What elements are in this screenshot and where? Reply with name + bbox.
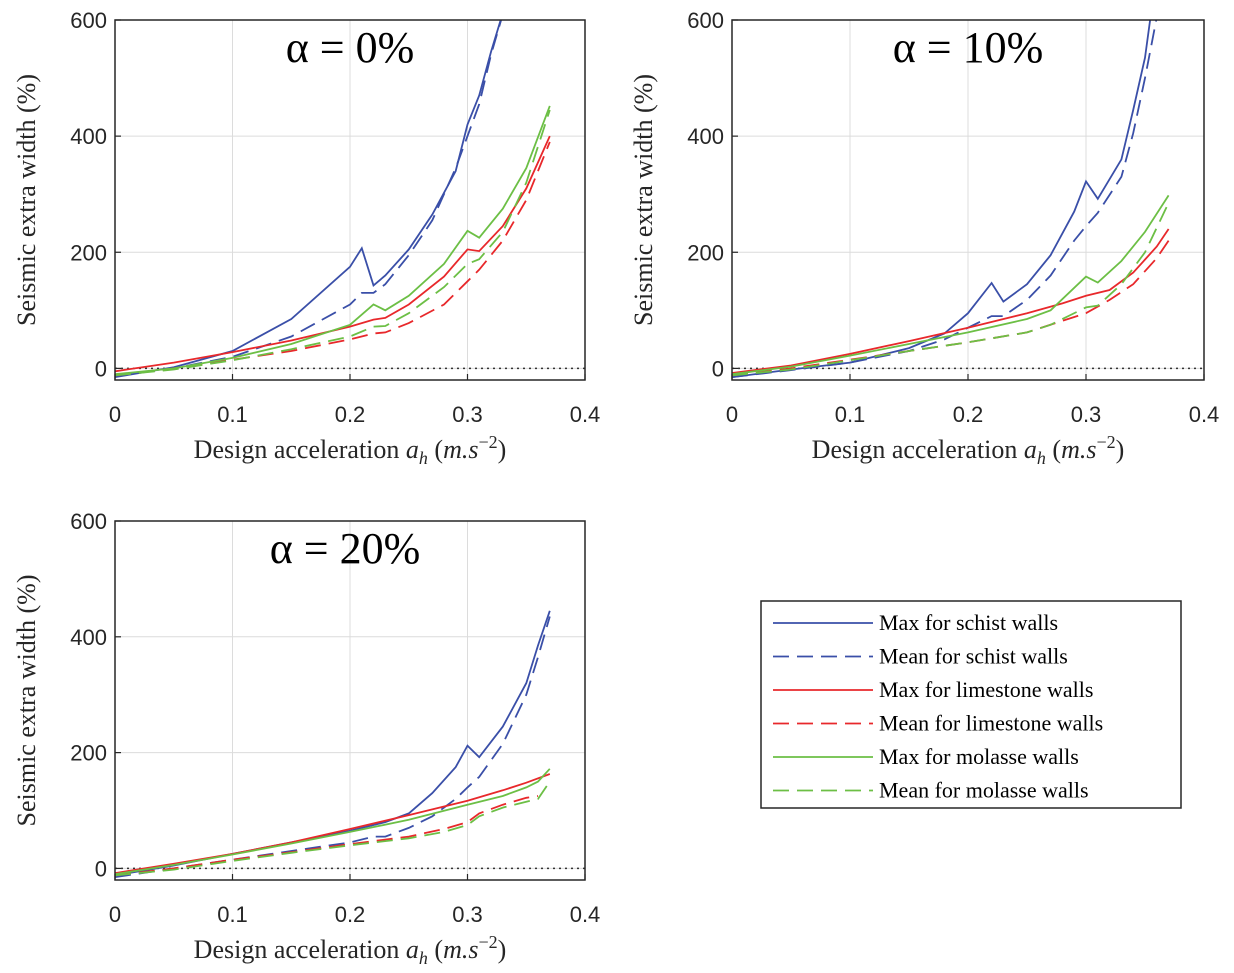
- legend-box: [760, 600, 1182, 809]
- y-tick-label: 400: [70, 124, 107, 149]
- y-tick-label: 200: [70, 240, 107, 265]
- legend-label-5: Max for molasse walls: [879, 744, 1079, 769]
- series-line-4: [115, 795, 539, 877]
- legend-label-3: Max for limestone walls: [879, 677, 1093, 702]
- x-tick-label: 0.4: [570, 402, 601, 427]
- series-line-2: [115, 20, 503, 377]
- chart-title: α = 10%: [893, 23, 1044, 72]
- series-line-1: [115, 20, 502, 378]
- y-tick-label: 600: [687, 8, 724, 33]
- x-tick-label: 0.3: [452, 402, 483, 427]
- y-tick-label: 200: [70, 741, 107, 766]
- series-line-5: [115, 105, 551, 376]
- chart-panel-2: 0 0.1 0.2 0.3 0.4 0 200 400 600 α = 10% Seismic ex…: [629, 8, 1219, 468]
- x-axis-label: Design acceleration ah (m.s−2): [194, 932, 507, 968]
- y-axis-label: Seismic extra width (%): [12, 74, 41, 326]
- x-tick-label: 0: [109, 402, 121, 427]
- series-line-3: [732, 228, 1170, 374]
- series-line-5: [732, 194, 1170, 376]
- series-line-6: [732, 202, 1170, 377]
- x-tick-label: 0: [109, 902, 121, 927]
- y-tick-label: 600: [70, 509, 107, 534]
- y-tick-label: 200: [687, 240, 724, 265]
- x-tick-label: 0: [726, 402, 738, 427]
- y-tick-label: 400: [687, 124, 724, 149]
- y-axis-label: Seismic extra width (%): [629, 74, 658, 326]
- series-line-6: [115, 109, 551, 377]
- x-tick-label: 0.2: [335, 902, 366, 927]
- x-tick-label: 0.2: [953, 402, 984, 427]
- chart-panel-3: 0 0.1 0.2 0.3 0.4 0 200 400 600 α = 20% Seismic ex…: [12, 509, 600, 968]
- series-line-1: [732, 20, 1152, 378]
- series-line-3: [115, 135, 551, 373]
- x-tick-label: 0.1: [217, 902, 248, 927]
- x-axis-label: Design acceleration ah (m.s−2): [194, 432, 507, 468]
- x-tick-label: 0.4: [570, 902, 601, 927]
- y-axis-label: Seismic extra width (%): [12, 575, 41, 827]
- y-tick-label: 0: [95, 356, 107, 381]
- x-tick-label: 0.3: [1071, 402, 1102, 427]
- chart-title: α = 20%: [270, 524, 421, 573]
- x-axis-label: Design acceleration ah (m.s−2): [812, 432, 1125, 468]
- x-tick-label: 0.1: [835, 402, 866, 427]
- legend-label-6: Mean for molasse walls: [879, 778, 1089, 803]
- legend-label-2: Mean for schist walls: [879, 644, 1068, 669]
- series-line-5: [115, 768, 551, 876]
- y-tick-label: 0: [95, 856, 107, 881]
- y-tick-label: 600: [70, 8, 107, 33]
- y-tick-label: 0: [712, 356, 724, 381]
- y-tick-label: 400: [70, 625, 107, 650]
- legend-label-1: Max for schist walls: [879, 610, 1058, 635]
- x-tick-label: 0.2: [335, 402, 366, 427]
- x-tick-label: 0.4: [1189, 402, 1220, 427]
- x-tick-label: 0.3: [452, 902, 483, 927]
- chart-title: α = 0%: [286, 23, 415, 72]
- legend-label-4: Mean for limestone walls: [879, 711, 1103, 736]
- legend: Max for schist walls Mean for schist wall…: [760, 600, 1182, 809]
- series-line-6: [115, 781, 551, 877]
- chart-panel-1: 0 0.1 0.2 0.3 0.4 0 200 400 600 α = 0% Seismic ext…: [12, 8, 600, 468]
- x-tick-label: 0.1: [217, 402, 248, 427]
